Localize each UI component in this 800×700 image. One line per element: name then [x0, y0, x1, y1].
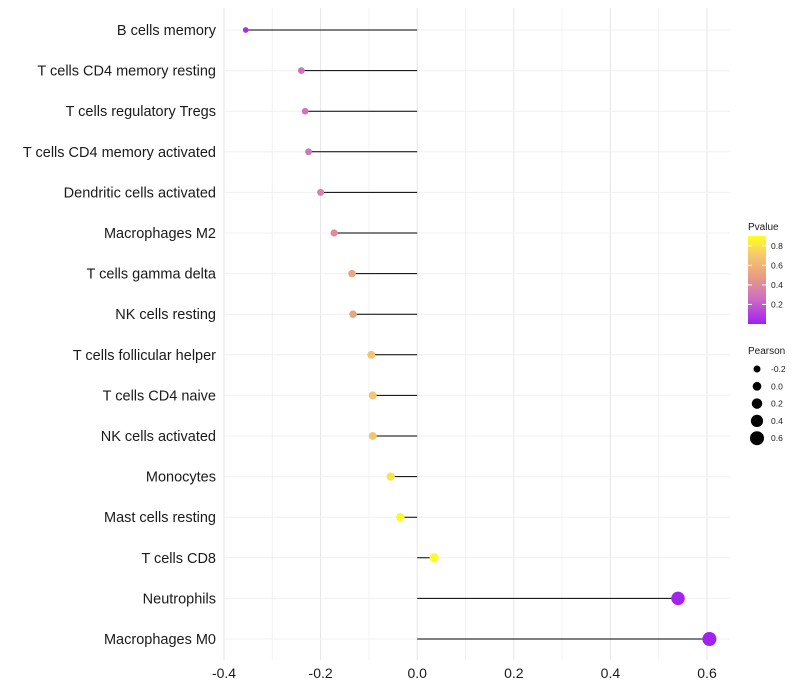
x-tick-label: 0.4 [601, 665, 621, 681]
size-legend-dot [750, 431, 764, 446]
pvalue-legend-title: Pvalue [748, 222, 779, 233]
lollipop-point [671, 591, 685, 606]
lollipop-point [368, 432, 377, 440]
category-label: NK cells activated [101, 429, 216, 445]
size-legend-dot [751, 398, 763, 409]
category-label: T cells regulatory Tregs [66, 104, 216, 120]
category-label: T cells CD4 memory resting [37, 64, 216, 80]
size-legend-label: 0.4 [771, 416, 783, 426]
lollipop-point [368, 391, 377, 400]
lollipop-point [301, 107, 309, 115]
category-label: Neutrophils [143, 591, 216, 607]
category-label: Macrophages M0 [104, 632, 216, 648]
lollipop-point [242, 27, 249, 33]
category-label: NK cells resting [115, 307, 216, 323]
x-tick-label: 0.2 [504, 665, 524, 681]
lollipop-point [297, 67, 305, 74]
size-legend-label: -0.2 [771, 364, 786, 374]
lollipop-stems [245, 29, 710, 640]
lollipop-points [242, 27, 717, 647]
category-label: Macrophages M2 [104, 226, 216, 242]
x-tick-label: -0.4 [212, 665, 236, 681]
category-label: T cells gamma delta [87, 267, 217, 283]
lollipop-point [330, 229, 338, 237]
pvalue-legend: Pvalue 0.2 0.4 0.6 0.8 [748, 222, 783, 324]
lollipop-point [429, 553, 439, 563]
category-label: T cells CD4 memory activated [23, 145, 216, 161]
x-axis-ticks: -0.4 -0.2 0.0 0.2 0.4 0.6 [212, 665, 717, 681]
size-legend-label: 0.0 [771, 381, 783, 391]
colorbar-tick-label: 0.6 [771, 260, 783, 270]
size-legend-label: 0.6 [771, 433, 783, 443]
lollipop-point [317, 188, 325, 196]
lollipop-point [702, 631, 717, 647]
lollipop-point [386, 472, 395, 481]
pearson-legend-title: Pearson [748, 346, 785, 357]
colorbar-tick-label: 0.8 [771, 241, 783, 251]
size-legend-dot [753, 365, 761, 373]
x-tick-label: -0.2 [309, 665, 333, 681]
colorbar-tick-label: 0.4 [771, 280, 783, 290]
size-legend-dot [752, 381, 762, 391]
lollipop-point [305, 148, 312, 156]
category-label: T cells CD8 [141, 551, 216, 567]
grid-lines [223, 8, 730, 660]
lollipop-point [349, 310, 357, 318]
lollipop-point [396, 512, 405, 522]
category-label: B cells memory [117, 23, 217, 39]
category-label: Dendritic cells activated [64, 185, 216, 201]
category-label: Monocytes [146, 470, 216, 486]
category-labels: B cells memory T cells CD4 memory resting… [23, 23, 217, 648]
x-tick-label: 0.6 [697, 665, 717, 681]
colorbar-tick-label: 0.2 [771, 299, 783, 309]
category-label: T cells follicular helper [73, 348, 216, 364]
lollipop-point [348, 269, 356, 278]
x-tick-label: 0.0 [407, 665, 427, 681]
pearson-legend: Pearson -0.2 0.0 0.2 0.4 0.6 [748, 346, 786, 446]
pvalue-colorbar [748, 236, 766, 324]
category-label: T cells CD4 naive [103, 388, 216, 404]
size-legend-label: 0.2 [771, 399, 783, 409]
size-legend-dot [750, 414, 764, 428]
lollipop-point [367, 350, 376, 359]
category-label: Mast cells resting [104, 510, 216, 526]
